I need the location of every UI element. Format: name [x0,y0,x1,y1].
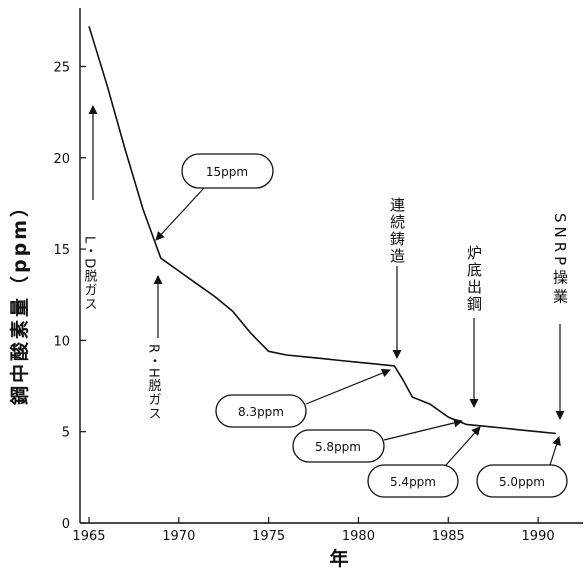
svg-text:R・H脱ガス: R・H脱ガス [146,344,162,421]
y-tick-label: 0 [62,517,70,532]
svg-text:15ppm: 15ppm [206,165,248,179]
callout-15ppm: 15ppm [155,153,274,241]
svg-text:連続鋳造: 連続鋳造 [388,197,406,265]
y-tick-label: 25 [53,60,70,75]
annotation-continuous-casting: 連続鋳造 [388,197,406,359]
annotation-ld-degassing: L・D脱ガス [82,105,98,311]
svg-text:5.8ppm: 5.8ppm [315,440,361,454]
x-tick-label: 1985 [432,529,465,544]
svg-text:8.3ppm: 8.3ppm [238,405,284,419]
svg-text:5.4ppm: 5.4ppm [390,475,436,489]
annotation-snrp-operation: SNRP操業 [551,213,569,420]
callout-5-8ppm: 5.8ppm [292,418,463,463]
x-tick-label: 1970 [162,529,195,544]
x-axis-title: 年 [329,547,348,570]
y-tick-label: 5 [62,426,70,441]
x-tick-label: 1980 [342,529,375,544]
callout-5-4ppm: 5.4ppm [367,426,481,498]
y-tick-label: 20 [53,152,70,167]
x-tick-label: 1975 [252,529,285,544]
svg-text:SNRP操業: SNRP操業 [551,213,569,307]
svg-text:炉底出鋼: 炉底出鋼 [465,245,483,313]
svg-text:L・D脱ガス: L・D脱ガス [82,236,98,311]
annotation-rh-degassing: R・H脱ガス [146,275,163,421]
y-tick-label: 15 [53,243,70,258]
x-tick-label: 1990 [522,529,555,544]
callout-8-3ppm: 8.3ppm [215,368,391,428]
svg-text:5.0ppm: 5.0ppm [499,475,545,489]
y-axis-title: 鋼中酸素量（ppm） [8,195,31,406]
x-tick-label: 1965 [72,529,105,544]
callout-5-0ppm: 5.0ppm [476,436,568,498]
y-tick-label: 10 [53,334,70,349]
annotation-bottom-tapping: 炉底出鋼 [465,245,483,408]
oxygen-series-line [88,26,557,435]
